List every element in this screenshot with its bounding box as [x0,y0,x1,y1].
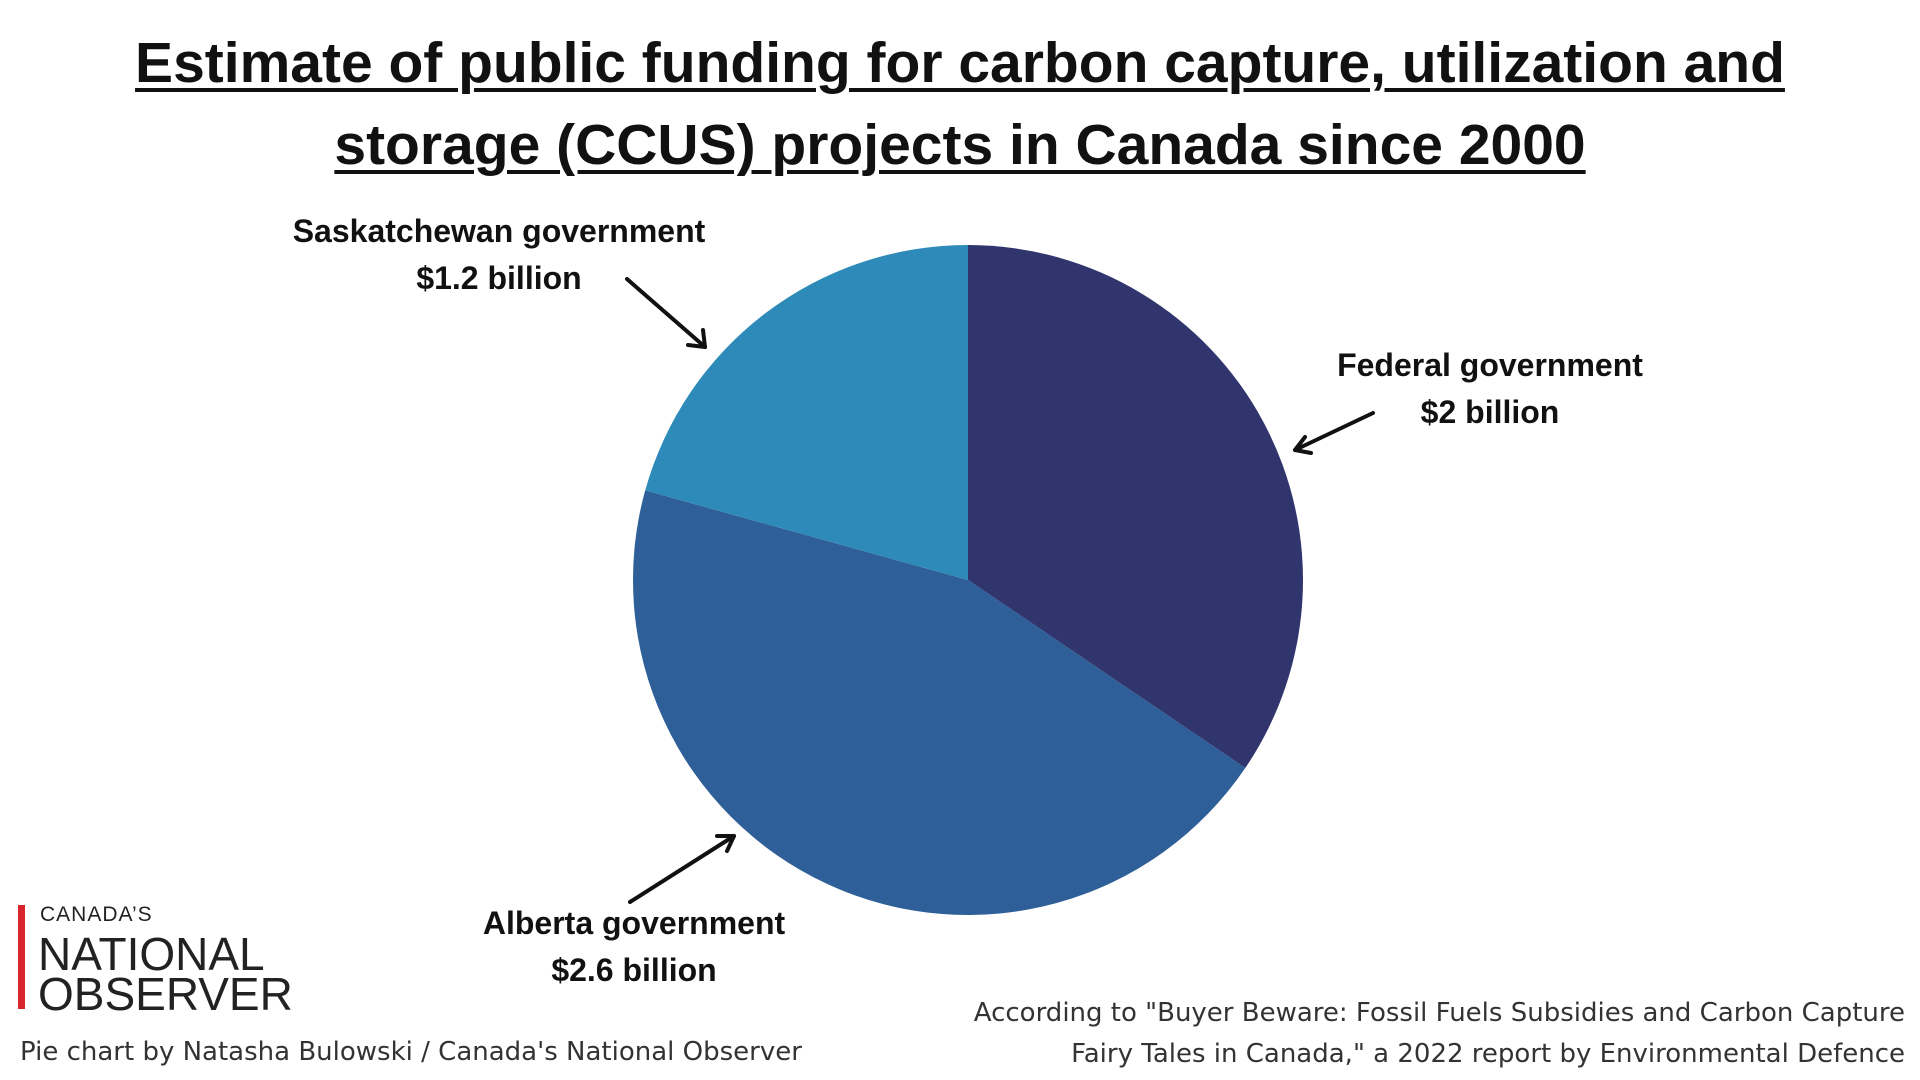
logo-line-1: CANADA’S [40,903,153,926]
logo-line-3: OBSERVER [38,968,293,1020]
pie-slice-saskatchewan-government [645,245,968,580]
slice-label-name: Alberta government [482,905,786,941]
logo-line-2: NATIONAL [38,928,265,980]
pie-slices [632,245,1304,916]
chart-title-line-1: Estimate of public funding for carbon ca… [135,31,1785,95]
slice-label-value: $1.2 billion [416,260,582,296]
label-alberta: Alberta government $2.6 billion [434,900,834,994]
label-arrows [625,277,1375,904]
slice-label-value: $2.6 billion [551,952,717,988]
arrow-alberta [628,834,736,904]
slice-label-name: Saskatchewan government [292,213,706,249]
chart-title-line-2: storage (CCUS) projects in Canada since … [334,113,1586,177]
label-federal: Federal government $2 billion [1290,342,1690,436]
slice-label-name: Federal government [1337,347,1643,383]
pie-slice-alberta-government [632,490,1246,916]
source-line-1: According to "Buyer Beware: Fossil Fuels… [973,998,1905,1028]
source-line-2: Fairy Tales in Canada," a 2022 report by… [1071,1039,1905,1069]
chart-credit: Pie chart by Natasha Bulowski / Canada's… [20,1037,802,1067]
label-saskatchewan: Saskatchewan government $1.2 billion [259,208,739,302]
source-note: According to "Buyer Beware: Fossil Fuels… [905,993,1905,1075]
arrow-saskatchewan [625,277,707,349]
pie-slice-federal-government [968,245,1304,768]
arrow-federal [1293,411,1375,455]
slice-label-value: $2 billion [1420,394,1560,430]
chart-title: Estimate of public funding for carbon ca… [0,22,1920,186]
logo-accent-bar [18,905,25,1009]
